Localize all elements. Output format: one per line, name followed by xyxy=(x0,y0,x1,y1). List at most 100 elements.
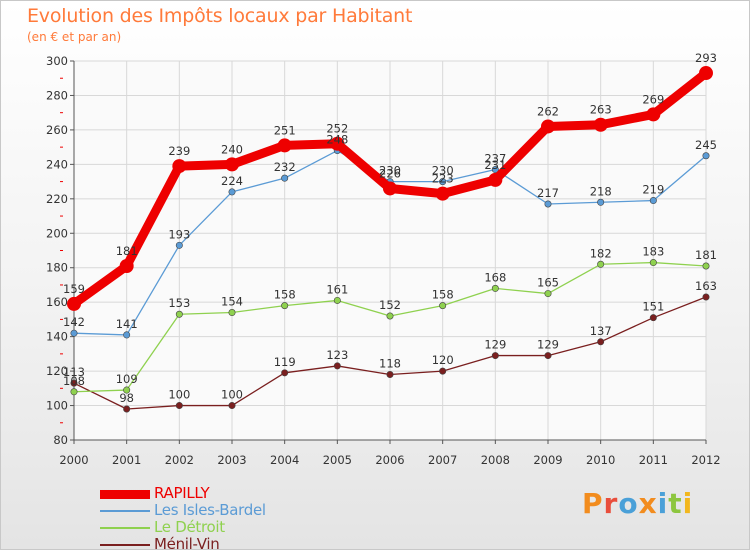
data-label: 239 xyxy=(168,144,190,158)
data-point xyxy=(439,367,447,375)
data-point xyxy=(544,290,552,298)
data-point xyxy=(541,119,555,134)
data-label: 181 xyxy=(695,248,717,262)
y-tick-label: 240 xyxy=(46,157,68,171)
logo-letter: i xyxy=(682,487,694,520)
data-point xyxy=(333,296,341,304)
data-label: 165 xyxy=(537,276,559,290)
x-tick-label: 2008 xyxy=(481,453,510,467)
data-label: 263 xyxy=(590,103,612,117)
data-point xyxy=(277,138,292,153)
data-point xyxy=(281,174,289,182)
x-tick-label: 2000 xyxy=(59,453,88,467)
data-point xyxy=(175,241,183,249)
data-label: 118 xyxy=(379,357,401,371)
y-tick-label: 120 xyxy=(46,364,68,378)
y-tick-label: 100 xyxy=(46,399,68,413)
data-label: 218 xyxy=(590,184,612,198)
data-label: 226 xyxy=(379,166,401,180)
data-label: 230 xyxy=(432,164,454,178)
data-point xyxy=(228,402,236,410)
data-point xyxy=(281,369,289,377)
data-label: 237 xyxy=(484,152,506,166)
data-point xyxy=(175,402,183,410)
logo-letter: r xyxy=(603,487,619,520)
data-point xyxy=(383,181,397,196)
data-label: 251 xyxy=(274,123,296,137)
data-point xyxy=(597,260,605,268)
legend-swatch xyxy=(100,489,150,499)
data-label: 129 xyxy=(484,338,506,352)
y-tick-label: 80 xyxy=(53,433,68,447)
data-point xyxy=(439,178,447,186)
data-label: 123 xyxy=(326,348,348,362)
data-point xyxy=(330,136,345,151)
data-label: 231 xyxy=(484,158,506,172)
data-label: 137 xyxy=(590,324,612,338)
data-point xyxy=(649,314,657,322)
data-label: 168 xyxy=(484,270,506,284)
data-point xyxy=(435,186,450,201)
data-point xyxy=(491,352,499,360)
data-point xyxy=(172,159,187,174)
data-point xyxy=(488,172,503,187)
x-tick-label: 2006 xyxy=(375,453,404,467)
data-label: 161 xyxy=(326,282,348,296)
data-point xyxy=(597,338,605,346)
data-point xyxy=(228,309,236,317)
x-tick-label: 2012 xyxy=(691,453,720,467)
data-point xyxy=(123,405,131,413)
data-label: 120 xyxy=(432,353,454,367)
data-point xyxy=(175,310,183,318)
data-label: 129 xyxy=(537,338,559,352)
data-label: 248 xyxy=(326,133,348,147)
data-label: 245 xyxy=(695,138,717,152)
data-label: 193 xyxy=(168,227,190,241)
legend-label: Ménil-Vin xyxy=(154,535,220,553)
data-point xyxy=(386,312,394,320)
x-tick-label: 2005 xyxy=(323,453,352,467)
data-label: 158 xyxy=(432,288,454,302)
logo-letter: x xyxy=(638,487,658,520)
data-label: 154 xyxy=(221,295,243,309)
data-label: 158 xyxy=(274,288,296,302)
data-label: 293 xyxy=(695,51,717,65)
x-tick-label: 2001 xyxy=(112,453,141,467)
data-label: 142 xyxy=(63,315,85,329)
data-point xyxy=(70,388,78,396)
data-point xyxy=(544,352,552,360)
data-label: 182 xyxy=(590,246,612,260)
data-label: 152 xyxy=(379,298,401,312)
data-label: 183 xyxy=(642,245,664,259)
y-tick-label: 160 xyxy=(46,295,68,309)
data-label: 232 xyxy=(274,160,296,174)
data-label: 262 xyxy=(537,104,559,118)
data-label: 100 xyxy=(168,388,190,402)
data-point xyxy=(228,188,236,196)
data-point xyxy=(333,362,341,370)
data-label: 163 xyxy=(695,279,717,293)
data-label: 109 xyxy=(116,372,138,386)
data-point xyxy=(119,259,134,274)
legend-swatch xyxy=(100,527,150,529)
data-point xyxy=(702,293,710,301)
data-point xyxy=(67,296,81,311)
legend-label: Les Isles-Bardel xyxy=(154,501,266,519)
data-point xyxy=(281,302,289,310)
x-tick-label: 2003 xyxy=(217,453,246,467)
y-tick-label: 200 xyxy=(46,226,68,240)
chart-subtitle: (en € et par an) xyxy=(27,30,122,44)
data-label: 98 xyxy=(119,391,134,405)
y-tick-label: 260 xyxy=(46,123,68,137)
data-point xyxy=(593,117,608,132)
data-label: 252 xyxy=(326,122,348,136)
legend-swatch xyxy=(100,510,150,512)
data-label: 224 xyxy=(221,174,243,188)
data-point xyxy=(649,259,657,267)
y-tick-label: 140 xyxy=(46,330,68,344)
data-label: 269 xyxy=(642,92,664,106)
data-point xyxy=(225,157,239,172)
logo-letter: o xyxy=(618,487,639,520)
data-point xyxy=(702,262,710,270)
data-label: 151 xyxy=(642,300,664,314)
